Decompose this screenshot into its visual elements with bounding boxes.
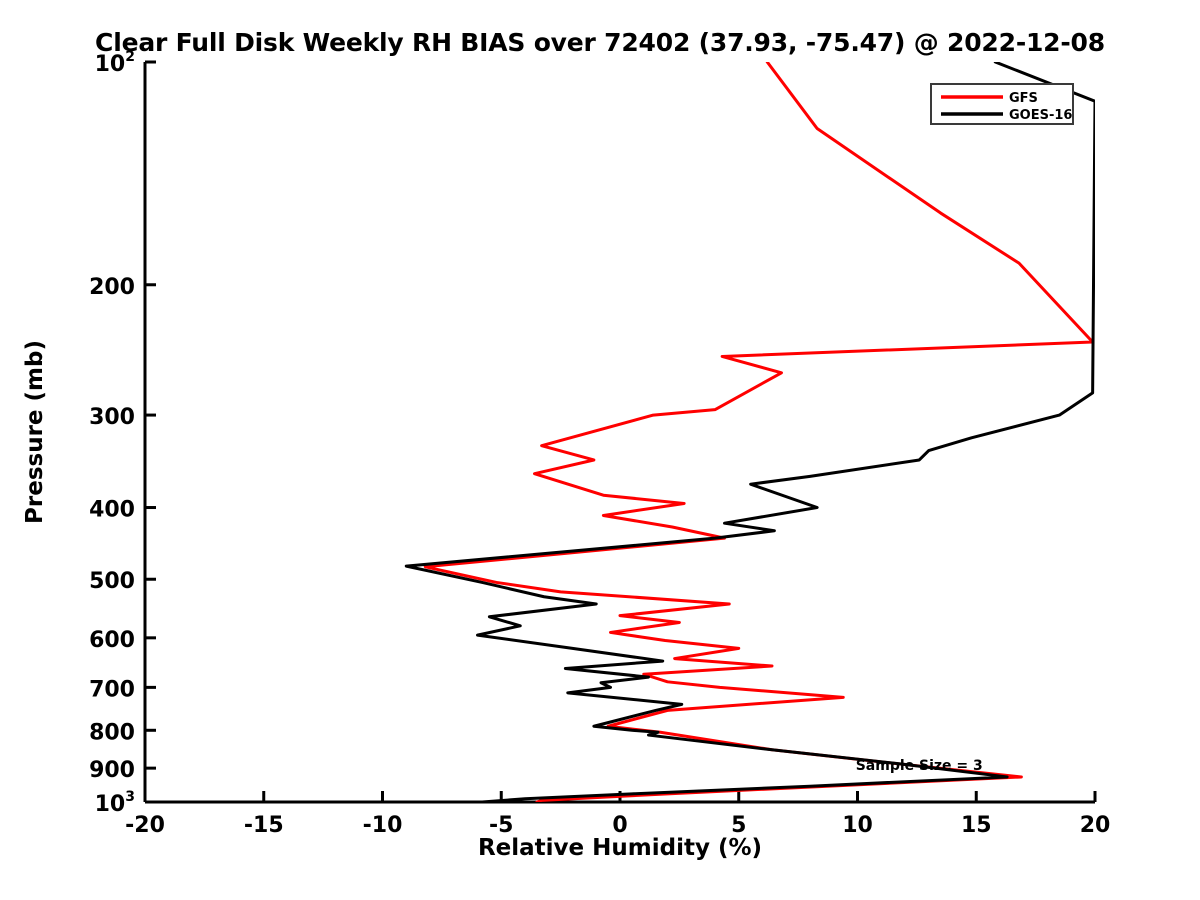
legend-label-gfs: GFS	[1009, 91, 1038, 106]
series-line-goes-16	[404, 62, 1095, 802]
y-tick-label: 500	[89, 569, 135, 594]
chart-legend[interactable]: GFS GOES-16	[930, 83, 1074, 125]
sample-size-annotation: Sample Size = 3	[856, 758, 983, 774]
y-tick-label: 400	[89, 498, 135, 523]
x-tick-label: 10	[842, 813, 873, 838]
y-tick-label: 600	[89, 628, 135, 653]
x-tick-marks	[143, 791, 1097, 802]
y-axis-title: Pressure (mb)	[22, 340, 48, 524]
y-tick-labels: 102 200 300 400 500 600 700 800 900 103	[89, 49, 135, 817]
y-tick-label: 300	[89, 405, 135, 430]
x-tick-label: 20	[1080, 813, 1111, 838]
y-tick-label: 102	[95, 49, 135, 77]
x-tick-label: 0	[612, 813, 627, 838]
y-tick-label: 700	[89, 677, 135, 702]
annotations-group: Sample Size = 3	[856, 758, 983, 774]
x-tick-label: -5	[489, 813, 513, 838]
data-series-group	[404, 62, 1095, 802]
axes-spines	[143, 62, 1095, 804]
legend-label-goes16: GOES-16	[1009, 108, 1072, 123]
x-tick-label: 5	[731, 813, 746, 838]
y-tick-label: 103	[95, 789, 135, 817]
chart-title: Clear Full Disk Weekly RH BIAS over 7240…	[95, 28, 1105, 57]
y-tick-marks	[145, 60, 156, 804]
x-tick-labels: -20 -15 -10 -5 0 5 10 15 20	[125, 813, 1110, 838]
x-tick-label: -20	[125, 813, 165, 838]
x-tick-label: -10	[363, 813, 403, 838]
x-tick-label: -15	[244, 813, 284, 838]
x-axis-title: Relative Humidity (%)	[478, 835, 762, 861]
y-tick-label: 200	[89, 275, 135, 300]
x-tick-label: 15	[961, 813, 992, 838]
y-tick-label: 900	[89, 758, 135, 783]
legend-box	[930, 83, 1074, 125]
y-tick-label: 800	[89, 720, 135, 745]
